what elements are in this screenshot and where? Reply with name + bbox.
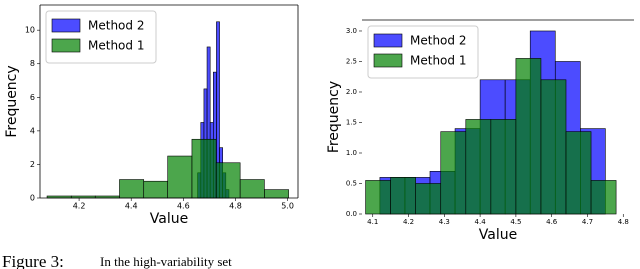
histogram-bar [440,131,467,215]
histogram-bar [239,179,265,199]
x-tick-label: 4.5 [510,218,521,226]
caption-text: In the high-variability set [100,254,232,269]
y-tick-label: 0.0 [346,210,357,218]
legend-label: Method 2 [410,34,466,48]
y-tick-label: 2.0 [346,88,357,96]
x-tick-label: 4.2 [403,218,414,226]
x-tick-label: 4.3 [439,218,450,226]
legend-label: Method 1 [88,39,144,53]
y-tick-label: 1.5 [346,118,357,126]
legend-swatch [373,33,403,48]
x-tick-label: 4.8 [618,218,629,226]
legend-swatch [51,38,81,53]
histogram-bar [119,179,145,199]
y-tick-label: 0.5 [346,179,357,187]
x-tick-label: 4.6 [177,202,190,211]
histogram-bar [143,180,168,199]
x-tick-label: 4.8 [229,202,242,211]
legend-label: Method 1 [410,54,466,68]
y-tick-label: 3.0 [346,27,357,35]
y-tick-label: 2 [30,160,35,169]
y-tick-label: 1.0 [346,149,357,157]
x-tick-label: 4.4 [475,218,487,226]
x-tick-label: 4.2 [73,202,86,211]
legend-swatch [51,18,81,33]
histogram-bar [490,119,517,215]
x-tick-label: 4.4 [125,202,138,211]
histogram-bar [465,119,492,215]
legend-label: Method 2 [88,19,144,33]
x-tick-label: 5.0 [281,202,294,211]
y-tick-label: 0 [30,194,35,203]
y-tick-label: 4 [30,126,35,135]
x-tick-label: 4.7 [582,218,593,226]
x-axis-label: Value [479,227,517,243]
x-tick-label: 4.1 [367,218,378,226]
x-tick-label: 4.6 [546,218,558,226]
histogram-bar [515,58,542,215]
legend-swatch [373,53,403,68]
histogram-bar [415,183,442,215]
caption-label: Figure 3: [2,252,64,269]
y-axis-label: Frequency [326,81,342,153]
histogram-bar [390,177,416,215]
histogram-bar [590,180,617,215]
histogram-bar [565,131,592,215]
histogram-bar [167,155,193,199]
histogram-bar [540,79,567,215]
x-axis-label: Value [150,211,188,227]
y-axis-label: Frequency [4,65,20,137]
y-tick-label: 6 [30,93,35,102]
y-tick-label: 8 [30,59,35,68]
histogram-bar [365,180,391,215]
histogram-bar [264,189,289,199]
y-tick-label: 2.5 [346,57,357,65]
histogram-bar [191,138,217,199]
histogram-bar [215,162,241,199]
y-tick-label: 10 [25,26,35,35]
